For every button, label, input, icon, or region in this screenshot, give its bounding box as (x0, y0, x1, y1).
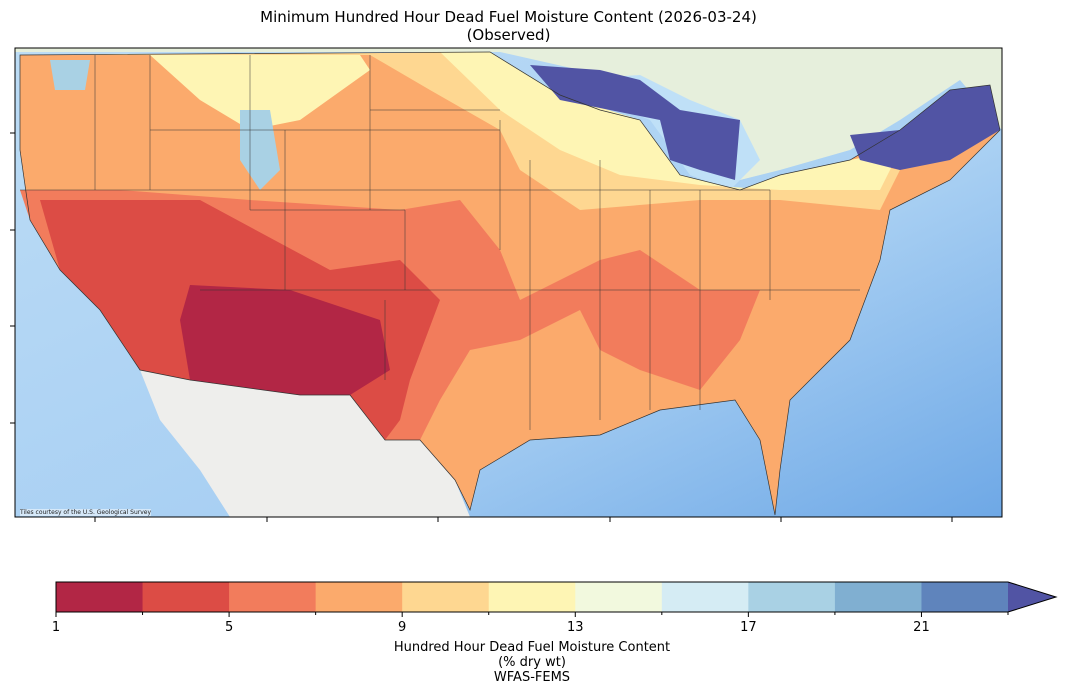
colorbar-outline (55, 581, 1058, 613)
colorbar-bin (575, 582, 663, 612)
colorbar (55, 581, 1058, 617)
zone-crimson-az-nm (180, 285, 390, 395)
colorbar-bin (661, 582, 749, 612)
map-axes (15, 48, 1002, 517)
colorbar-bin (748, 582, 836, 612)
map-frame (14, 47, 1003, 518)
title-line-2: (Observed) (466, 26, 551, 44)
colorbar-tick-label: 17 (740, 620, 757, 635)
zone-pale-north (150, 52, 900, 190)
colorbar-bin (315, 582, 403, 612)
colorbar-tick-label: 5 (224, 620, 234, 635)
chart-title: Minimum Hundred Hour Dead Fuel Moisture … (0, 8, 1017, 44)
colorbar-tick-label: 21 (913, 620, 930, 635)
colorbar-bin (402, 582, 490, 612)
colorbar-label: Hundred Hour Dead Fuel Moisture Content … (332, 640, 732, 685)
colorbar-bin (229, 582, 317, 612)
us-outline (19, 51, 1001, 516)
zone-lightblue-west (50, 60, 280, 190)
colorbar-extend-arrow (1008, 582, 1056, 612)
colorbar-tick-label: 9 (398, 620, 407, 635)
mexico-land (140, 370, 470, 517)
colorbar-bin (142, 582, 230, 612)
zone-blue-northeast (850, 85, 1000, 170)
colorbar-bin (488, 582, 576, 612)
colorbar-bin (834, 582, 922, 612)
axis-ticks (10, 132, 953, 522)
colorbar-bin (921, 582, 1009, 612)
colorbar-label-line-2: (% dry wt) (498, 655, 566, 670)
zone-yellow-north (20, 52, 900, 210)
colorbar-tick-label: 13 (566, 620, 584, 635)
zone-blue-lakes (530, 65, 740, 180)
colorbar-bin (56, 582, 144, 612)
colorbar-label-line-1: Hundred Hour Dead Fuel Moisture Content (393, 640, 671, 655)
state-borders (20, 55, 860, 430)
colorbar-label-line-3: WFAS-FEMS (493, 670, 571, 685)
title-line-1: Minimum Hundred Hour Dead Fuel Moisture … (260, 8, 757, 26)
attribution: Tiles courtesy of the U.S. Geological Su… (20, 509, 152, 516)
canada-land (15, 48, 1002, 180)
colorbar-tick-label: 1 (51, 620, 61, 635)
